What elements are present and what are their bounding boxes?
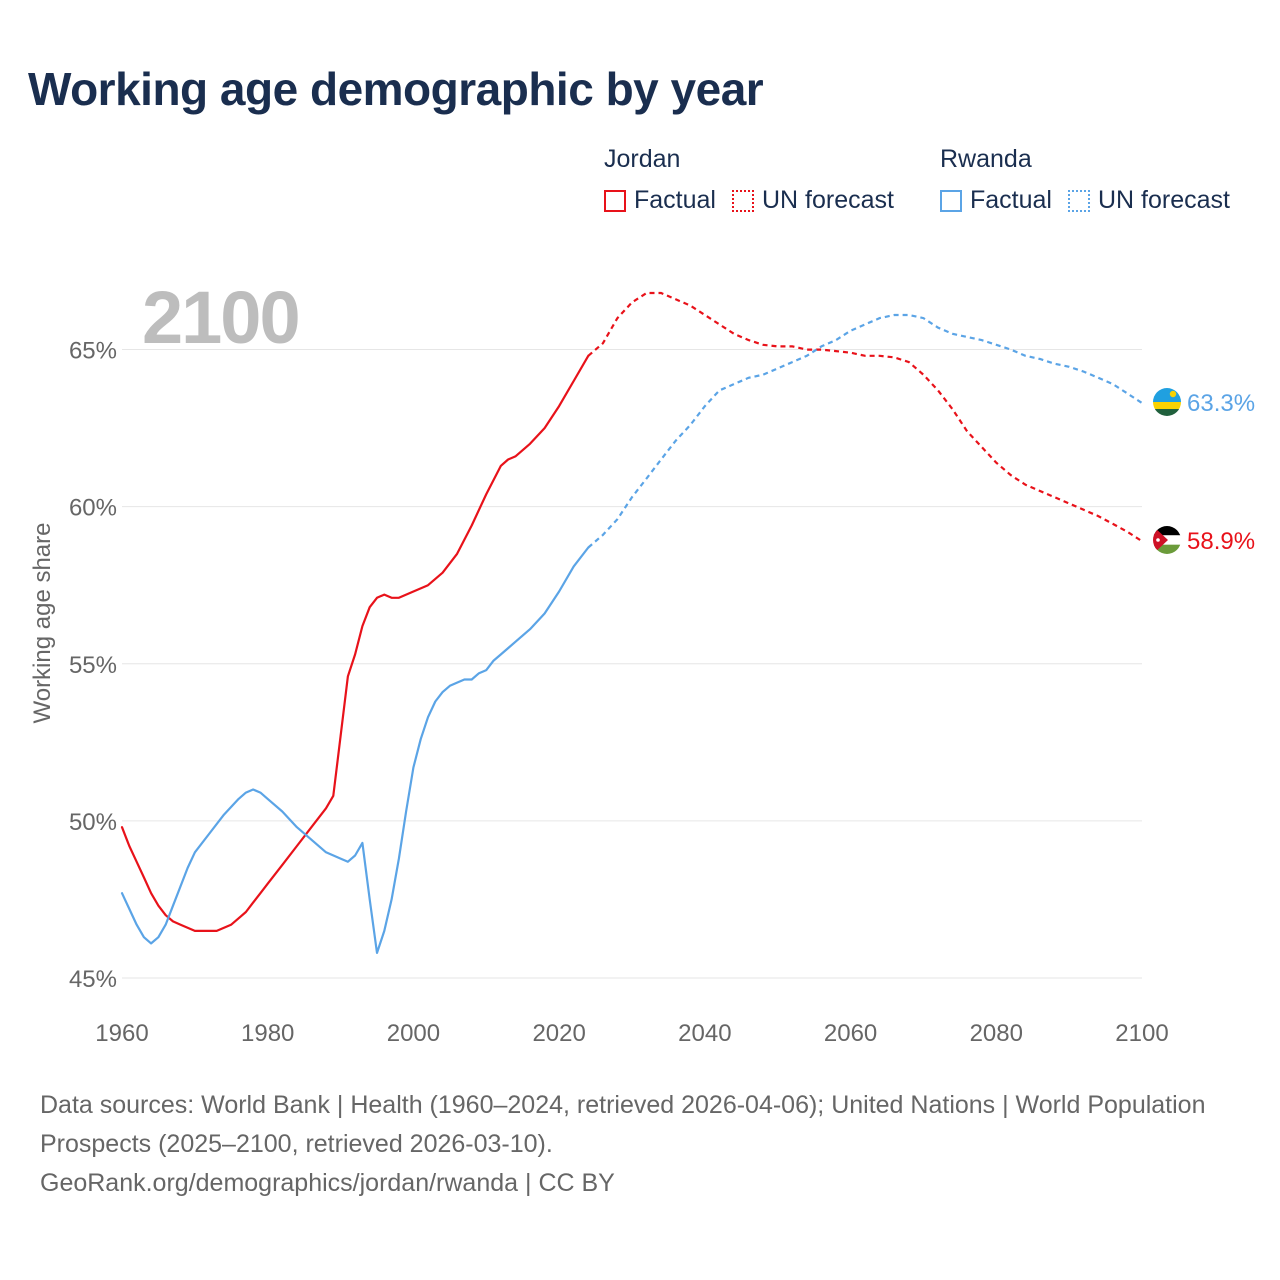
legend-item-rwanda-factual[interactable]: Factual <box>940 186 1052 215</box>
y-tick-label: 50% <box>69 809 117 836</box>
x-tick-label: 2040 <box>678 1020 731 1047</box>
series-line-jordan-factual <box>120 354 590 932</box>
legend-label-jordan-forecast: UN forecast <box>761 186 894 214</box>
legend-item-jordan-forecast[interactable]: UN forecast <box>731 186 894 215</box>
x-tick-label: 2060 <box>824 1020 877 1047</box>
legend-item-rwanda-forecast[interactable]: UN forecast <box>1067 186 1230 215</box>
x-tick-label: 2020 <box>532 1020 585 1047</box>
legend-label-jordan-factual: Factual <box>634 186 716 214</box>
x-tick-label: 1980 <box>241 1020 294 1047</box>
y-tick-label: 65% <box>69 338 117 365</box>
data-sources-text: Data sources: World Bank | Health (1960–… <box>40 1091 1206 1158</box>
rwanda-flag-icon <box>1153 388 1181 416</box>
legend-label-rwanda-factual: Factual <box>970 186 1052 214</box>
x-tick-label: 1960 <box>95 1020 148 1047</box>
legend-country-jordan: Jordan <box>604 145 681 173</box>
legend-group-jordan: Jordan Factual UN forecast <box>604 142 910 215</box>
series-line-rwanda-forecast <box>587 313 1143 549</box>
legend-group-rwanda: Rwanda Factual UN forecast <box>940 142 1246 215</box>
legend-item-jordan-factual[interactable]: Factual <box>604 186 716 215</box>
y-tick-label: 45% <box>69 966 117 993</box>
y-axis-label: Working age share <box>29 523 56 724</box>
swatch-solid-red <box>604 189 626 212</box>
credit-link[interactable]: GeoRank.org/demographics/jordan/rwanda |… <box>40 1169 615 1197</box>
end-label-jordan: 58.9% <box>1187 528 1255 555</box>
year-watermark: 2100 <box>142 276 299 359</box>
x-tick-label: 2080 <box>970 1020 1023 1047</box>
swatch-dotted-red <box>731 189 754 212</box>
series-line-jordan-forecast <box>587 291 1143 543</box>
line-chart: 2100 Working age share 45% 50% 55% 60% 65% 1… <box>29 276 1255 1047</box>
chart-title: Working age demographic by year <box>28 63 764 115</box>
footer: Data sources: World Bank | Health (1960–… <box>40 1086 1220 1203</box>
legend-label-rwanda-forecast: UN forecast <box>1097 186 1230 214</box>
end-label-rwanda: 63.3% <box>1187 390 1255 417</box>
x-tick-label: 2000 <box>387 1020 440 1047</box>
series-line-rwanda-factual <box>120 546 590 954</box>
jordan-flag-icon <box>1153 526 1181 554</box>
x-tick-label: 2100 <box>1115 1020 1168 1047</box>
y-tick-label: 55% <box>69 652 117 679</box>
legend-country-rwanda: Rwanda <box>940 145 1032 173</box>
swatch-dotted-blue <box>1067 189 1090 212</box>
swatch-solid-blue <box>940 189 962 212</box>
y-tick-label: 60% <box>69 495 117 522</box>
